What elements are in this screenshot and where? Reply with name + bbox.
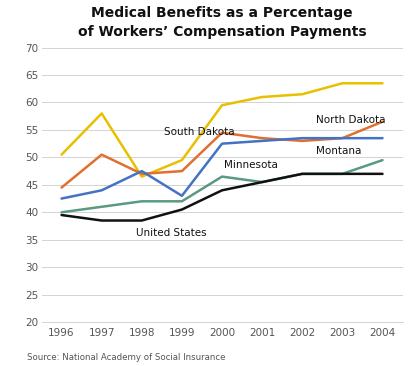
Text: South Dakota: South Dakota [164, 127, 234, 137]
Text: North Dakota: North Dakota [316, 115, 386, 125]
Text: Source: National Academy of Social Insurance: Source: National Academy of Social Insur… [27, 353, 225, 362]
Title: Medical Benefits as a Percentage
of Workers’ Compensation Payments: Medical Benefits as a Percentage of Work… [78, 6, 366, 40]
Text: Minnesota: Minnesota [224, 160, 278, 169]
Text: United States: United States [136, 228, 206, 238]
Text: Montana: Montana [316, 146, 362, 156]
